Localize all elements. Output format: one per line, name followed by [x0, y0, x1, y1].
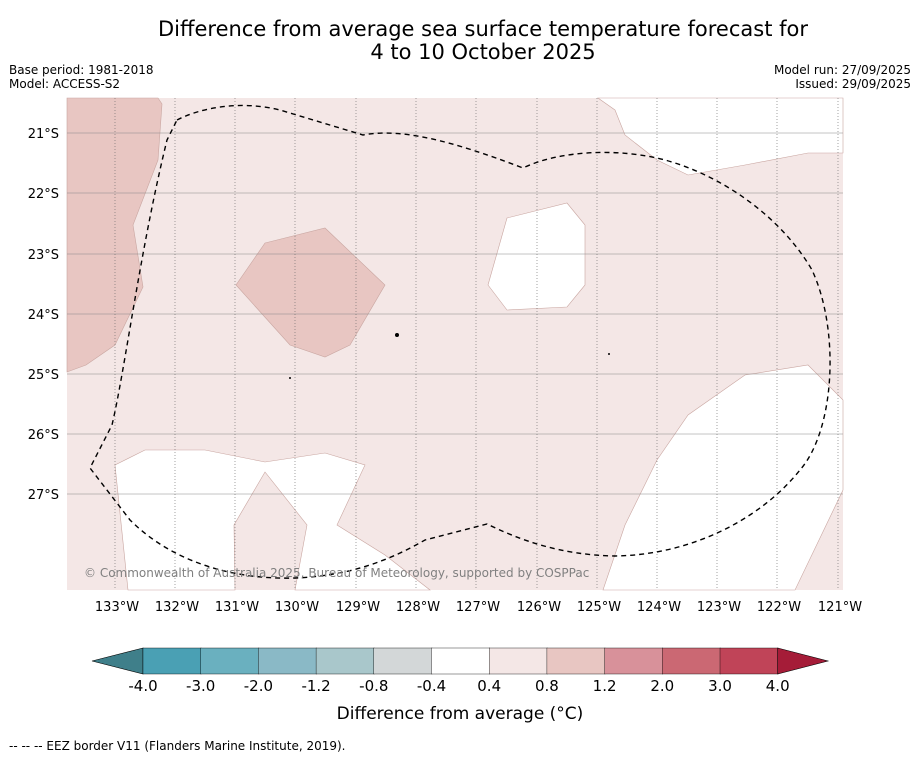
colorbar-swatch: [200, 647, 260, 675]
colorbar-swatch: [489, 647, 548, 675]
latitude-label: 24°S: [28, 308, 59, 323]
longitude-label: 127°W: [456, 600, 500, 615]
eez-border: [89, 104, 831, 579]
neutral-region-north: [487, 202, 586, 311]
colorbar-tick-label: 4.0: [765, 677, 790, 695]
colorbar-tick-label: -0.8: [359, 677, 389, 695]
latitude-label: 22°S: [28, 187, 59, 202]
colorbar-extend-high: [777, 647, 830, 675]
colorbar-swatch: [142, 647, 202, 675]
colorbar-swatch: [719, 647, 779, 675]
colorbar-swatch: [258, 647, 317, 675]
info-right: Model run: 27/09/2025 Issued: 29/09/2025: [774, 63, 911, 91]
colorbar-swatch: [373, 647, 433, 675]
latitude-label: 25°S: [28, 368, 59, 383]
graticule: [67, 98, 843, 590]
colorbar-swatch: [604, 647, 663, 675]
longitude-label: 121°W: [818, 600, 862, 615]
base-period: Base period: 1981-2018: [9, 63, 154, 77]
colorbar-tick-label: -4.0: [128, 677, 158, 695]
latitude-label: 21°S: [28, 127, 59, 142]
footer-note: -- -- -- EEZ border V11 (Flanders Marine…: [9, 739, 346, 753]
longitude-label: 132°W: [155, 600, 199, 615]
neutral-region-southeast: [602, 364, 844, 591]
colorbar-tick-label: -1.2: [301, 677, 331, 695]
colorbar-tick-label: 0.8: [534, 677, 559, 695]
longitude-label: 130°W: [275, 600, 319, 615]
small-feature-3: [289, 377, 291, 379]
longitude-label: 131°W: [215, 600, 259, 615]
colorbar-tick-label: -3.0: [186, 677, 216, 695]
warm-region-central: [235, 227, 386, 358]
longitude-label: 128°W: [396, 600, 440, 615]
colorbar-title: Difference from average (°C): [336, 704, 584, 724]
colorbar: [91, 647, 830, 675]
title-line-1: Difference from average sea surface temp…: [158, 17, 808, 41]
longitude-label: 125°W: [577, 600, 621, 615]
longitude-label: 126°W: [517, 600, 561, 615]
colorbar-tick-label: -0.4: [416, 677, 447, 695]
colorbar-tick-label: 1.2: [592, 677, 617, 695]
small-feature-2: [608, 353, 610, 355]
copyright-text: © Commonwealth of Australia 2025, Bureau…: [84, 566, 589, 580]
colorbar-tick-label: 2.0: [650, 677, 675, 695]
model-name: Model: ACCESS-S2: [9, 77, 121, 91]
colorbar-swatch: [546, 647, 606, 675]
neutral-region-southwest: [114, 449, 431, 591]
longitude-label: 123°W: [697, 600, 741, 615]
neutral-region-northeast: [597, 97, 844, 176]
colorbar-extend-low: [91, 647, 144, 675]
map-title: Difference from average sea surface temp…: [100, 18, 866, 64]
small-feature-1: [395, 333, 399, 337]
colorbar-swatch: [431, 647, 490, 675]
colorbar-swatch: [662, 647, 721, 675]
longitude-labels: 133°W 132°W 131°W 130°W 129°W 128°W 127°W 126°W…: [95, 600, 862, 615]
colorbar-tick-label: -2.0: [243, 677, 274, 695]
colorbar-tick-label: 3.0: [708, 677, 732, 695]
regions: [66, 97, 844, 591]
latitude-label: 27°S: [28, 488, 59, 503]
longitude-label: 129°W: [336, 600, 380, 615]
model-run: Model run: 27/09/2025: [773, 63, 911, 77]
info-left: Base period: 1981-2018 Model: ACCESS-S2: [9, 63, 154, 91]
latitude-label: 23°S: [28, 248, 59, 263]
longitude-label: 124°W: [637, 600, 681, 615]
issued-date: Issued: 29/09/2025: [795, 77, 911, 91]
title-line-2: 4 to 10 October 2025: [370, 40, 596, 64]
warm-region-west: [66, 97, 163, 373]
longitude-label: 122°W: [757, 600, 801, 615]
colorbar-tick-label: 0.4: [477, 677, 502, 695]
latitude-labels: 21°S 22°S 23°S 24°S 25°S 26°S 27°S: [28, 127, 59, 503]
latitude-label: 26°S: [28, 428, 59, 443]
longitude-label: 133°W: [95, 600, 139, 615]
colorbar-swatch: [315, 647, 375, 675]
